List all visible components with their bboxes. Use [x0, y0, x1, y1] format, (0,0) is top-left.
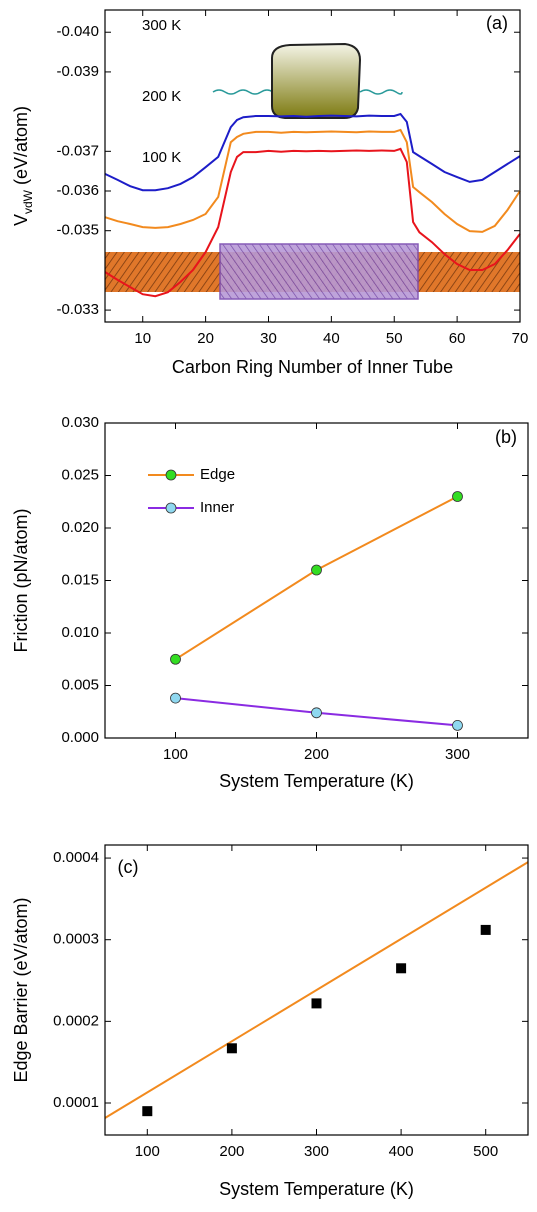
point	[142, 1106, 153, 1117]
y-tick-label: -0.040	[56, 23, 99, 40]
x-tick-label: 500	[473, 1143, 498, 1160]
series-label: 200 K	[142, 88, 181, 105]
y-tick-label: -0.037	[56, 142, 99, 159]
y-tick-label: 0.020	[61, 519, 99, 536]
point	[170, 692, 181, 704]
fit-line	[104, 861, 529, 1119]
x-tick-label: 200	[304, 746, 329, 763]
y-tick-label: -0.036	[56, 182, 99, 199]
x-tick-label: 60	[449, 330, 466, 347]
series-line	[174, 495, 458, 661]
x-tick-label: 300	[304, 1143, 329, 1160]
panel-label: (a)	[486, 13, 508, 33]
x-tick-label: 70	[512, 330, 529, 347]
point	[396, 963, 407, 974]
y-tick-label: 0.0004	[53, 849, 99, 866]
x-tick-label: 40	[323, 330, 340, 347]
series-line	[104, 112, 521, 192]
legend-marker	[165, 469, 177, 481]
x-axis-label: System Temperature (K)	[219, 1179, 414, 1199]
inset-illustration	[212, 42, 403, 119]
point	[452, 491, 463, 502]
y-axis-label: VvdW (eV/atom)	[11, 106, 35, 226]
legend-marker	[165, 502, 177, 514]
plot-frame	[104, 9, 521, 323]
point	[170, 653, 181, 665]
inset-wave	[212, 89, 403, 95]
x-tick-label: 10	[134, 330, 151, 347]
x-tick-label: 30	[260, 330, 277, 347]
legend-label: Edge	[200, 466, 235, 483]
y-tick-label: 0.0003	[53, 931, 99, 948]
y-tick-label: 0.0001	[53, 1094, 99, 1111]
y-tick-label: -0.035	[56, 222, 99, 239]
inset-block	[271, 42, 362, 119]
y-tick-label: -0.039	[56, 63, 99, 80]
y-tick-label: 0.005	[61, 676, 99, 693]
x-axis-label: System Temperature (K)	[219, 771, 414, 791]
y-tick-label: 0.030	[61, 414, 99, 431]
series-line	[104, 128, 521, 233]
point	[311, 707, 322, 719]
panel-label: (b)	[495, 427, 517, 447]
y-axis-label: Edge Barrier (eV/atom)	[11, 897, 31, 1082]
x-tick-label: 100	[135, 1143, 160, 1160]
y-axis-label-main: V	[11, 214, 31, 226]
y-tick-label: 0.015	[61, 571, 99, 588]
x-tick-label: 100	[163, 746, 188, 763]
nanotube-illustration	[105, 243, 520, 300]
plot-frame	[104, 422, 529, 739]
x-tick-label: 300	[445, 746, 470, 763]
panel-label: (c)	[118, 857, 139, 877]
point	[452, 720, 463, 731]
series-line	[104, 147, 521, 298]
x-axis-label: Carbon Ring Number of Inner Tube	[172, 357, 453, 377]
inner-tube	[219, 243, 419, 300]
y-tick-label: 0.0002	[53, 1012, 99, 1029]
series-label: 100 K	[142, 149, 181, 166]
plot-frame	[104, 844, 529, 1136]
x-tick-label: 20	[197, 330, 214, 347]
x-tick-label: 200	[219, 1143, 244, 1160]
legend-label: Inner	[200, 499, 234, 516]
point	[311, 998, 322, 1009]
y-axis-label: Friction (pN/atom)	[11, 508, 31, 652]
y-axis-label-unit: (eV/atom)	[11, 106, 31, 190]
x-tick-label: 50	[386, 330, 403, 347]
y-tick-label: 0.000	[61, 729, 99, 746]
x-tick-label: 400	[389, 1143, 414, 1160]
y-tick-label: -0.033	[56, 301, 99, 318]
point	[311, 564, 322, 576]
y-tick-label: 0.010	[61, 624, 99, 641]
series-label: 300 K	[142, 17, 181, 34]
point	[226, 1043, 237, 1054]
point	[480, 924, 491, 935]
y-axis-label-sub: vdW	[21, 189, 35, 214]
y-tick-label: 0.025	[61, 466, 99, 483]
